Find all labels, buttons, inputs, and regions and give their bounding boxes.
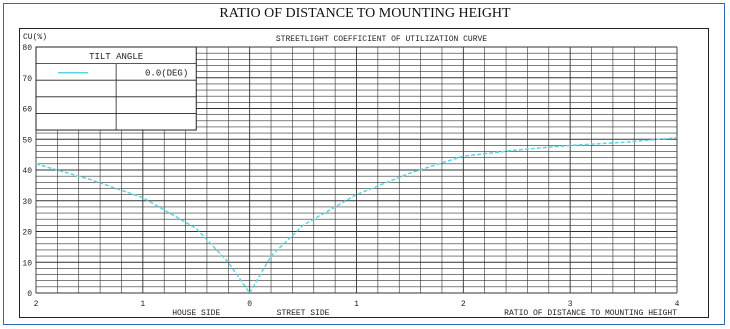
x-tick-label: 1 (354, 300, 359, 309)
series (35, 136, 678, 295)
x-tick-label: 2 (34, 300, 39, 309)
x-tick-label: 2 (461, 300, 466, 309)
y-tick-label: 60 (22, 106, 32, 115)
chart-area: TILT ANGLE 0.0(DEG) 0 10 20 30 40 50 60 70 80 2 1 0… (19, 28, 709, 318)
grid (35, 46, 678, 294)
chart-title: STREETLIGHT COEFFICIENT OF UTILIZATION C… (276, 35, 487, 44)
y-axis-label: CU(%) (23, 33, 47, 42)
y-tick-label: 40 (22, 167, 32, 176)
x-tick-label: 4 (675, 300, 680, 309)
y-tick-label: 30 (22, 198, 32, 207)
y-tick-label: 50 (22, 136, 32, 145)
legend-entry-label: 0.0(DEG) (145, 69, 188, 79)
x-axis-label: RATIO OF DISTANCE TO MOUNTING HEIGHT (504, 309, 677, 317)
figure-title: RATIO OF DISTANCE TO MOUNTING HEIGHT (219, 6, 511, 21)
y-tick-label: 80 (22, 44, 32, 53)
legend: TILT ANGLE 0.0(DEG) (35, 46, 197, 131)
y-tick-label: 10 (22, 259, 32, 268)
x-tick-label: 1 (140, 300, 145, 309)
street-side-label: STREET SIDE (277, 309, 330, 317)
x-tick-label: 3 (568, 300, 573, 309)
series-line (35, 136, 678, 295)
house-side-label: HOUSE SIDE (172, 309, 220, 317)
x-tick-label: 0 (247, 300, 252, 309)
y-tick-label: 20 (22, 229, 32, 238)
y-tick-label: 0 (27, 290, 32, 299)
legend-header: TILT ANGLE (89, 52, 143, 62)
figure-frame (3, 3, 725, 325)
y-tick-label: 70 (22, 75, 32, 84)
